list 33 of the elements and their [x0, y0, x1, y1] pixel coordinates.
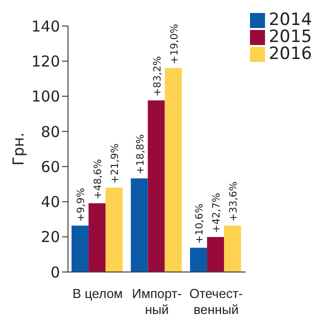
y-tick-label: 60 [40, 158, 60, 176]
bar [148, 100, 165, 272]
annotation: +83,2% [152, 56, 164, 96]
annotation: +9,9% [76, 188, 88, 222]
bar [72, 226, 89, 272]
x-tick-label: Отечест- венный [189, 286, 243, 317]
legend-label: 2015 [268, 27, 312, 47]
y-tick-label: 100 [31, 88, 60, 106]
y-tick-label: 120 [31, 52, 60, 70]
y-tick-label: 80 [40, 122, 60, 141]
x-tick-label: В целом [72, 286, 123, 301]
annotation: +18,8% [135, 134, 146, 174]
y-tick-label: 20 [40, 228, 60, 246]
bar [190, 248, 208, 272]
y-tick-label: 40 [40, 193, 60, 212]
x-tick-label: Импорт- ный [132, 286, 182, 317]
annotation: +33,6% [228, 181, 240, 222]
bar [88, 203, 106, 272]
annotation: +48,6% [93, 159, 104, 200]
y-tick-label: 0 [50, 263, 60, 282]
annotation: +10,6% [194, 204, 206, 244]
bar [207, 237, 224, 272]
bar [224, 226, 242, 272]
legend-label: 2014 [268, 10, 312, 30]
annotation: +21,9% [110, 144, 122, 184]
y-axis-title: Грн. [9, 132, 28, 166]
annotation: +19,0% [169, 24, 180, 64]
y-tick-label: 140 [31, 17, 60, 36]
annotation: +42,7% [212, 192, 223, 234]
bar [164, 68, 182, 272]
bar [130, 178, 148, 272]
bar [106, 188, 123, 272]
legend-label: 2016 [268, 44, 312, 64]
